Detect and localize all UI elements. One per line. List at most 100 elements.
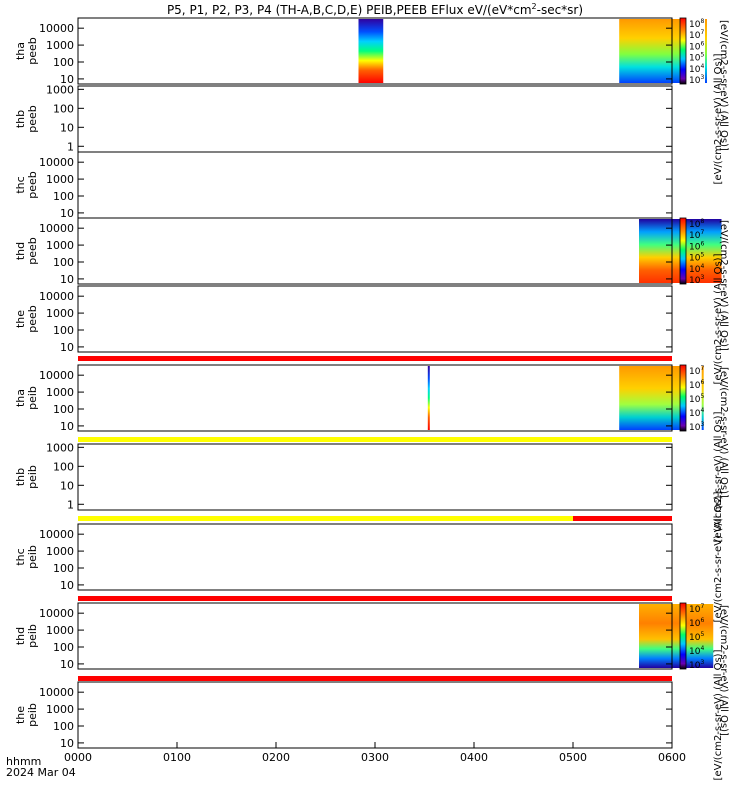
y-tick-label: 100 <box>53 720 74 733</box>
panel-thb_peib: 1000 100 10 1 thbpeib [eV/(cm2-s-sr-eV) (All … <box>14 411 724 542</box>
y-tick-label: 100 <box>53 56 74 69</box>
colorbar-tick-exponent: 5 <box>700 252 704 259</box>
colorbar-tick-exponent: 8 <box>700 18 704 25</box>
y-tick-label: 1000 <box>46 386 74 399</box>
footer-date: 2024 Mar 04 <box>6 766 76 779</box>
panel-thc_peib: 10000 1000 100 10 thcpeib [eV/(cm2-s-sr-eV) (… <box>14 491 724 622</box>
panels: 10000100010010thapeeb108107106105104103[… <box>14 17 729 780</box>
y-tick-label: 10000 <box>39 290 74 303</box>
instrument-label: peib <box>26 465 39 489</box>
y-tick-label: 1 <box>67 140 74 153</box>
status-bar-the_peeb <box>78 356 672 361</box>
status-segment-red <box>573 516 672 521</box>
side-label: [eV/(cm2-s-sr-eV) (All Qs)] <box>713 53 724 184</box>
x-tick-label: 0200 <box>262 751 290 764</box>
colorbar-tick-label: 108 <box>689 18 704 30</box>
y-tick-label: 10 <box>60 479 74 492</box>
probe-label: thc <box>14 176 27 193</box>
colorbar-tick-exponent: 3 <box>700 274 704 281</box>
panel-thd_peeb: 10000100010010thdpeeb108107106105104103[… <box>14 217 729 351</box>
colorbar-tick-exponent: 4 <box>700 63 704 70</box>
chart-title: P5, P1, P2, P3, P4 (TH-A,B,C,D,E) PEIB,P… <box>167 2 583 17</box>
status-bar-tha_peib <box>78 437 672 442</box>
y-tick-label: 10000 <box>39 156 74 169</box>
y-tick-label: 1000 <box>46 83 74 96</box>
panel-thc_peeb: 10000 1000 100 10 thcpeeb <box>14 151 673 220</box>
colorbar-label: [eV/(cm2-s-sr-eV) (All Qs)] <box>718 367 729 498</box>
y-axis-label: thbpeeb <box>14 105 39 133</box>
colorbar-tick-exponent: 4 <box>700 407 704 414</box>
status-bar-thc_peib <box>78 596 672 601</box>
colorbar-tick-exponent: 7 <box>700 29 704 36</box>
y-tick-label: 10 <box>60 579 74 592</box>
colorbar-label: [eV/(cm2-s-sr-eV) (All Qs)] <box>718 20 729 151</box>
y-tick-label: 1000 <box>46 545 74 558</box>
panel-frame <box>77 217 673 285</box>
side-label: [eV/(cm2-s-sr-eV) (All Qs)] <box>713 411 724 542</box>
status-segment-yellow <box>78 516 573 521</box>
spectrogram-block-3 <box>701 366 704 430</box>
colorbar-scale <box>679 364 687 432</box>
panel-frame <box>77 85 673 153</box>
x-tick-label: 0400 <box>460 751 488 764</box>
panel-tha_peeb: 10000100010010thapeeb108107106105104103[… <box>14 17 729 151</box>
colorbar-tick-exponent: 7 <box>700 603 704 610</box>
y-tick-label: 100 <box>53 460 74 473</box>
y-axis-label: thdpeeb <box>14 237 39 265</box>
colorbar-tick-exponent: 3 <box>700 74 704 81</box>
side-label: [eV/(cm2-s-sr-eV) (All Qs)] <box>713 649 724 780</box>
y-tick-label: 10 <box>60 341 74 354</box>
title-part-1: P5, P1, P2, P3, P4 (TH-A,B,C,D,E) PEIB,P… <box>167 3 532 17</box>
panel-frame <box>77 151 673 219</box>
probe-label: tha <box>14 389 27 407</box>
x-tick-label: 0000 <box>64 751 92 764</box>
colorbar-tick-label: 106 <box>689 40 704 52</box>
x-tick-label: 0500 <box>559 751 587 764</box>
x-tick-label: 0300 <box>361 751 389 764</box>
y-axis-label: thepeeb <box>14 305 39 333</box>
y-tick-label: 100 <box>53 190 74 203</box>
y-tick-label: 10 <box>60 737 74 750</box>
colorbar-tick-label: 103 <box>689 659 704 671</box>
y-tick-label: 1000 <box>46 239 74 252</box>
instrument-label: peeb <box>26 237 39 265</box>
y-axis-label: thbpeib <box>14 465 39 489</box>
panel-thb_peeb: 1000 100 10 1 thbpeeb [eV/(cm2-s-sr-eV) (All … <box>14 53 724 184</box>
colorbar-tick-exponent: 6 <box>700 240 704 247</box>
instrument-label: peeb <box>26 37 39 65</box>
panel-frame <box>77 681 673 749</box>
instrument-label: peib <box>26 624 39 648</box>
y-tick-label: 10 <box>60 207 74 220</box>
spectrogram-block-3 <box>705 19 707 83</box>
y-tick-label: 10 <box>60 658 74 671</box>
x-axis: 0000 0100 0200 0300 0400 0500 0600 <box>64 742 686 764</box>
colorbar-tick-exponent: 4 <box>700 645 704 652</box>
probe-label: thc <box>14 548 27 565</box>
probe-label: tha <box>14 42 27 60</box>
title-part-2: -sec*sr) <box>537 3 583 17</box>
y-tick-label: 1 <box>67 498 74 511</box>
panel-frame <box>77 602 673 670</box>
colorbar-tick-exponent: 5 <box>700 52 704 59</box>
y-tick-label: 10 <box>60 73 74 86</box>
spectrogram-block-2 <box>619 19 681 83</box>
instrument-label: peib <box>26 703 39 727</box>
status-segment-red <box>78 356 672 361</box>
colorbar-label: [eV/(cm2-s-sr-eV) (All Qs)] <box>718 220 729 351</box>
colorbar-tick-label: 104 <box>689 63 704 75</box>
colorbar-tick-exponent: 6 <box>700 379 704 386</box>
y-tick-label: 10 <box>60 420 74 433</box>
colorbar-tick-exponent: 7 <box>700 229 704 236</box>
y-tick-label: 1000 <box>46 307 74 320</box>
y-tick-label: 100 <box>53 641 74 654</box>
colorbar-tick-exponent: 6 <box>700 40 704 47</box>
panel-frame <box>77 443 673 511</box>
y-axis-label: thapeeb <box>14 37 39 65</box>
y-axis-label: thcpeib <box>14 545 39 569</box>
probe-label: the <box>14 310 27 328</box>
colorbar-tick-exponent: 7 <box>700 365 704 372</box>
